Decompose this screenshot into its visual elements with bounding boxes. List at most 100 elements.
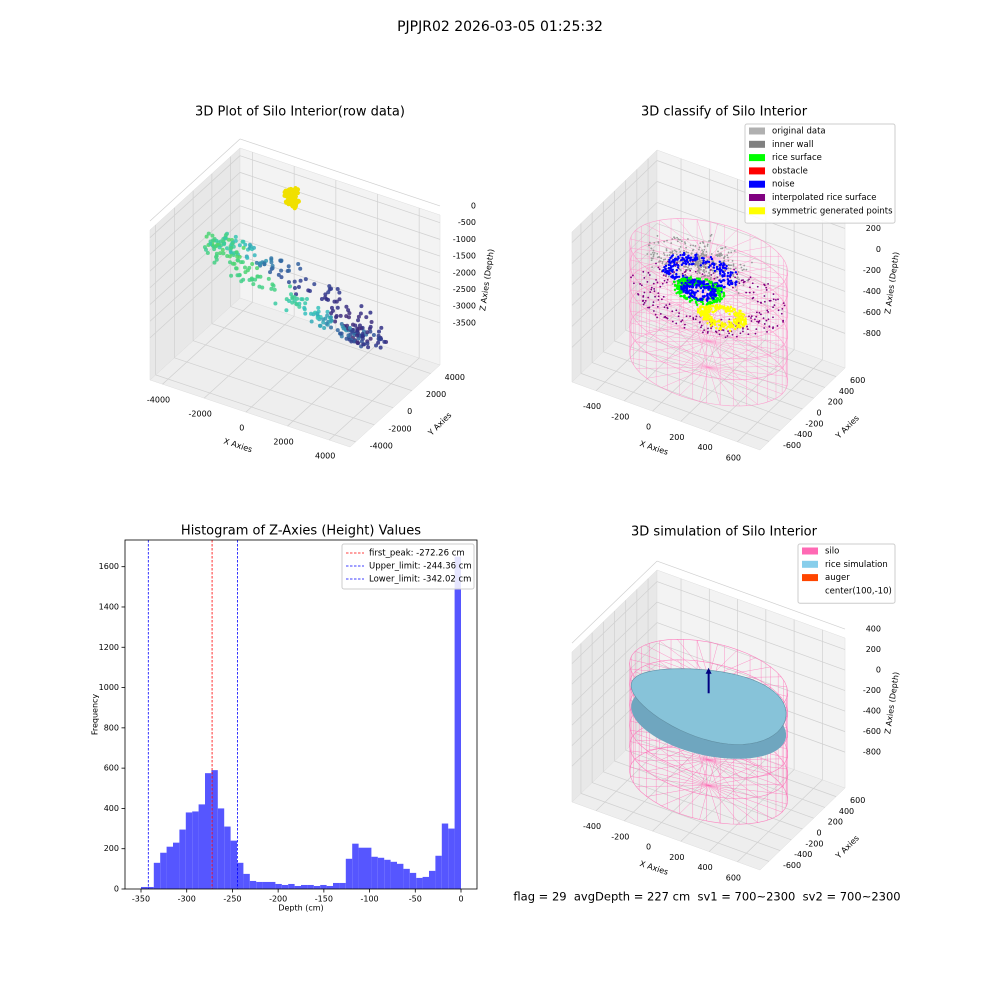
y-tick-label: 600 (850, 796, 865, 805)
silo-spoke (708, 340, 783, 369)
decor-point (233, 234, 238, 239)
decor-point (731, 259, 734, 262)
grid-line (656, 560, 846, 630)
decor-point (726, 335, 729, 337)
decor-point (733, 249, 736, 252)
legend-label: symmetric generated points (772, 206, 893, 216)
decor-point (727, 309, 730, 313)
grid-line (571, 560, 658, 644)
silo-spoke (677, 218, 709, 258)
decor-point (702, 296, 705, 299)
decor-point (678, 289, 681, 292)
decor-point (702, 314, 706, 317)
decor-point (678, 248, 681, 250)
decor-point (666, 307, 669, 310)
suptitle: PJPJR02 2026-03-05 01:25:32 (397, 19, 603, 35)
decor-point (715, 269, 718, 272)
decor-point (658, 256, 661, 259)
decor-point (688, 295, 691, 299)
decor-point (221, 242, 226, 247)
decor-point (333, 319, 338, 324)
bar (153, 862, 161, 889)
decor-point (346, 333, 351, 338)
decor-point (669, 264, 672, 267)
decor-point (315, 311, 320, 316)
decor-point (666, 254, 669, 257)
decor-point (672, 273, 675, 275)
decor-point (298, 266, 303, 271)
decor-point (690, 298, 694, 302)
y-tick-label: 0 (407, 407, 412, 416)
decor-point (705, 282, 708, 286)
decor-point (703, 266, 705, 269)
grid-line (149, 255, 241, 339)
decor-point (758, 311, 761, 314)
decor-point (711, 288, 714, 292)
decor-point (701, 262, 705, 265)
decor-point (379, 337, 384, 342)
grid-line (614, 760, 803, 830)
decor-point (704, 278, 707, 281)
decor-point (765, 286, 768, 289)
silo-spoke (645, 287, 709, 321)
decor-point (783, 304, 786, 307)
decor-point (368, 336, 373, 341)
decor-point (299, 297, 304, 302)
decor-point (656, 281, 659, 284)
bar (345, 858, 353, 889)
grid-line (203, 315, 295, 399)
decor-point (731, 325, 735, 328)
decor-point (644, 299, 647, 302)
z-tick-label: -600 (863, 727, 881, 736)
decor-point (722, 260, 725, 263)
decor-point (680, 281, 683, 285)
bar (454, 556, 461, 889)
decor-point (681, 319, 684, 322)
silo-spoke (708, 367, 721, 406)
silo-spoke (645, 752, 709, 786)
decor-point (334, 314, 339, 319)
decor-point (344, 314, 349, 319)
decor-point (710, 276, 712, 279)
decor-point (712, 262, 715, 265)
grid-line (571, 601, 658, 685)
silo-spoke (708, 341, 721, 379)
decor-point (706, 275, 709, 277)
decor-point (292, 286, 297, 291)
decor-point (279, 275, 284, 280)
decor-point (752, 296, 755, 299)
decor-point (732, 264, 735, 267)
decor-point (226, 237, 231, 242)
decor-point (255, 266, 260, 271)
decor-point (715, 300, 719, 303)
legend-swatch (749, 180, 765, 188)
decor-point (692, 318, 695, 321)
legend-label: Lower_limit: -342.02 cm (369, 575, 471, 585)
silo-spoke (708, 785, 758, 823)
silo-spoke (708, 785, 783, 813)
decor-point (355, 333, 360, 338)
decor-point (750, 317, 752, 319)
decor-point (685, 251, 688, 253)
silo-spoke (636, 340, 709, 343)
decor-point (647, 244, 650, 247)
decor-point (221, 251, 226, 256)
decor-point (673, 280, 676, 284)
x-tick-label: -50 (409, 895, 422, 904)
decor-point (692, 295, 695, 299)
decor-point (687, 251, 689, 254)
decor-point (692, 244, 695, 247)
decor-point (706, 245, 709, 247)
decor-point (782, 320, 784, 323)
decor-point (365, 330, 370, 335)
decor-point (671, 320, 674, 323)
decor-point (700, 324, 703, 327)
decor-point (704, 306, 707, 309)
silo-spoke (708, 339, 782, 342)
decor-point (712, 266, 715, 269)
decor-point (350, 329, 355, 334)
grid-line (592, 362, 781, 431)
decor-point (699, 268, 702, 271)
silo-spoke (708, 277, 787, 288)
decor-point (309, 319, 314, 324)
